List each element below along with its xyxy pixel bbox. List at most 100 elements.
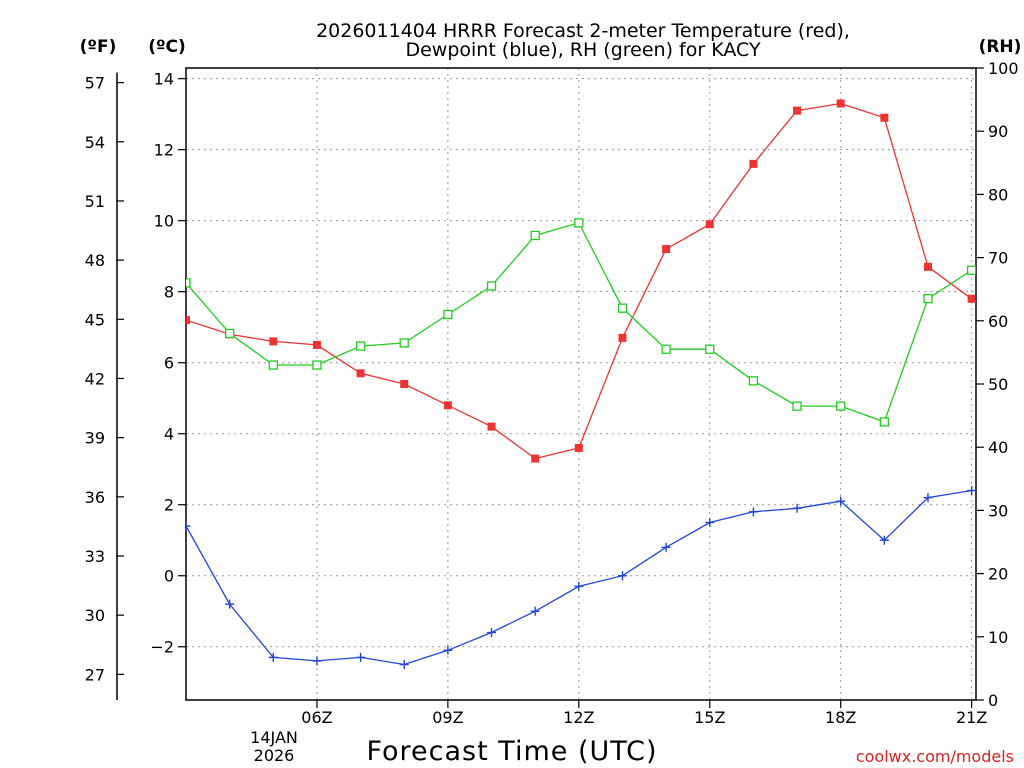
- data-point: [268, 652, 278, 662]
- plot-frame: [185, 67, 977, 701]
- data-point: [186, 278, 191, 288]
- x-tick-label: 06Z: [301, 708, 332, 727]
- data-point: [312, 656, 322, 666]
- axes: 575451484542393633302714121086420−210090…: [85, 59, 1019, 727]
- data-point: [443, 309, 453, 320]
- fahrenheit-tick-label: 54: [85, 133, 105, 152]
- fahrenheit-tick-label: 51: [85, 192, 105, 211]
- data-point: [792, 503, 802, 513]
- celsius-tick-label: 8: [164, 283, 174, 302]
- data-point: [356, 369, 365, 378]
- data-point: [792, 401, 802, 411]
- data-point: [487, 628, 497, 638]
- grid-lines: [186, 68, 976, 700]
- fahrenheit-tick-label: 45: [85, 310, 105, 329]
- data-point: [923, 294, 933, 304]
- data-point: [661, 542, 671, 552]
- data-point: [1011, 327, 1019, 335]
- rh-axis-unit: (RH): [979, 37, 1022, 57]
- celsius-tick-label: 12: [154, 141, 174, 160]
- data-point: [967, 294, 976, 303]
- data-point: [880, 113, 889, 122]
- rh-tick-label: 70: [988, 249, 1008, 268]
- fahrenheit-tick-label: 42: [85, 369, 105, 388]
- data-point: [530, 230, 540, 241]
- celsius-tick-label: 2: [164, 496, 174, 515]
- data-point: [705, 220, 714, 229]
- rh-tick-label: 50: [988, 375, 1008, 394]
- celsius-tick-label: 0: [164, 567, 174, 586]
- data-point: [186, 521, 191, 531]
- fahrenheit-tick-label: 39: [85, 429, 105, 448]
- series-rh: [186, 218, 976, 427]
- data-point: [661, 344, 671, 354]
- rh-tick-label: 60: [988, 312, 1008, 331]
- celsius-tick-label: 10: [154, 212, 174, 231]
- data-point: [966, 265, 976, 275]
- data-point: [923, 493, 933, 503]
- data-point: [356, 652, 366, 662]
- fahrenheit-axis-unit: (ºF): [80, 37, 117, 57]
- fahrenheit-tick-label: 36: [85, 488, 105, 507]
- fahrenheit-tick-label: 27: [85, 665, 105, 684]
- fahrenheit-tick-label: 57: [85, 74, 105, 93]
- data-point: [443, 645, 453, 655]
- chart-title-line2: Dewpoint (blue), RH (green) for KACY: [405, 39, 760, 61]
- rh-tick-label: 20: [988, 565, 1008, 584]
- date-label-year: 2026: [254, 746, 295, 765]
- data-series: [186, 99, 1020, 669]
- chart-title-line1: 2026011404 HRRR Forecast 2-meter Tempera…: [316, 20, 850, 42]
- data-point: [355, 341, 366, 351]
- data-point: [705, 344, 715, 354]
- rh-tick-label: 10: [988, 628, 1008, 647]
- data-point: [793, 106, 802, 115]
- data-point: [1011, 486, 1020, 495]
- celsius-tick-label: 4: [164, 425, 174, 444]
- rh-tick-label: 40: [988, 438, 1008, 457]
- data-point: [748, 507, 758, 517]
- fahrenheit-tick-label: 33: [85, 547, 105, 566]
- date-label-day: 14JAN: [250, 728, 298, 747]
- x-tick-label: 09Z: [432, 708, 463, 727]
- data-point: [967, 486, 976, 496]
- series-dewpoint: [186, 486, 1020, 669]
- data-point: [879, 535, 889, 545]
- x-axis-title: Forecast Time (UTC): [366, 736, 657, 767]
- x-tick-label: 12Z: [563, 708, 594, 727]
- data-point: [268, 360, 278, 370]
- data-point: [530, 606, 540, 616]
- data-point: [705, 517, 715, 527]
- x-tick-label: 18Z: [825, 708, 856, 727]
- data-point: [574, 443, 583, 452]
- data-point: [923, 262, 932, 271]
- data-point: [443, 401, 452, 410]
- celsius-tick-label: 6: [164, 354, 174, 373]
- data-point: [486, 281, 497, 291]
- series-2-meter-temperature: [186, 99, 1019, 463]
- data-point: [312, 340, 321, 349]
- series-line: [186, 102, 976, 460]
- fahrenheit-tick-label: 30: [85, 606, 105, 625]
- rh-tick-label: 100: [988, 59, 1019, 78]
- data-point: [574, 581, 584, 591]
- data-point: [225, 599, 235, 609]
- data-point: [617, 571, 627, 581]
- data-point: [618, 333, 627, 342]
- data-point: [400, 380, 409, 388]
- series-line: [186, 489, 976, 666]
- data-point: [617, 303, 628, 313]
- data-point: [224, 328, 235, 339]
- data-point: [531, 454, 540, 463]
- data-point: [186, 316, 190, 325]
- data-point: [269, 337, 278, 346]
- data-point: [399, 659, 409, 669]
- celsius-tick-label: 14: [154, 70, 174, 89]
- data-point: [879, 417, 889, 427]
- x-tick-label: 21Z: [956, 708, 987, 727]
- rh-tick-label: 80: [988, 185, 1008, 204]
- x-tick-label: 15Z: [694, 708, 725, 727]
- data-point: [487, 422, 496, 431]
- data-point: [836, 99, 845, 108]
- watermark: coolwx.com/models: [856, 747, 1014, 766]
